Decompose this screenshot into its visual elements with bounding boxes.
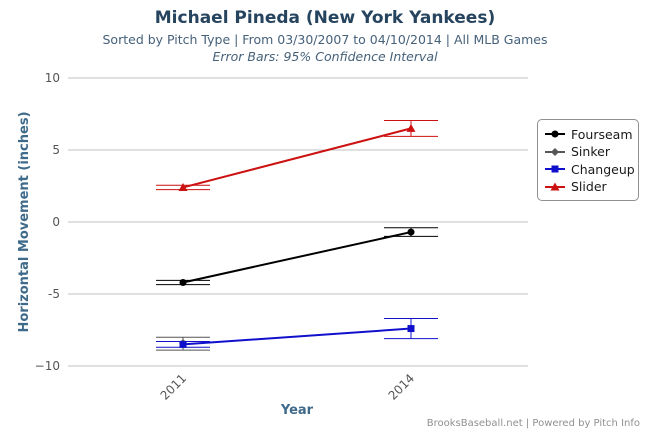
x-tick-label: 2014 (386, 371, 417, 402)
changeup-point (179, 340, 187, 348)
legend-item-slider[interactable]: Slider (544, 179, 607, 195)
slider-legend-symbol (545, 182, 565, 190)
fourseam-point (179, 278, 187, 286)
chart-subtitle: Sorted by Pitch Type | From 03/30/2007 t… (102, 32, 548, 47)
legend-item-changeup[interactable]: Changeup (544, 161, 635, 177)
y-tick-label: 0 (52, 215, 60, 229)
y-tick-label: 5 (52, 143, 60, 157)
slider-point (406, 123, 416, 132)
x-axis-label: Year (280, 403, 314, 418)
chart-title: Michael Pineda (New York Yankees) (154, 8, 496, 28)
changeup-series-line (182, 327, 412, 346)
slider-legend-label: Slider (571, 179, 607, 194)
legend-item-sinker[interactable]: Sinker (544, 144, 610, 160)
fourseam-point (407, 228, 415, 236)
fourseam-series-line (182, 231, 412, 284)
changeup-legend-label: Changeup (571, 161, 635, 177)
changeup-legend-symbol (545, 165, 565, 173)
x-tick-label: 2011 (158, 371, 189, 402)
y-tick-label: 10 (45, 71, 60, 85)
chart-error-bar-note: Error Bars: 95% Confidence Interval (212, 49, 438, 64)
sinker-legend-symbol (545, 147, 565, 156)
slider-point (178, 182, 188, 191)
changeup-point (407, 325, 415, 333)
y-axis-label: Horizontal Movement (inches) (17, 111, 32, 332)
credit-text: BrooksBaseball.net | Powered by Pitch In… (426, 418, 640, 429)
y-tick-label: -5 (48, 287, 60, 301)
fourseam-legend-label: Fourseam (571, 126, 633, 142)
slider-series-line (182, 127, 412, 189)
sinker-legend-label: Sinker (571, 144, 610, 159)
y-tick-label: −10 (35, 359, 60, 373)
legend: Fourseam Sinker Changeup Slider (537, 119, 639, 201)
fourseam-legend-symbol (545, 130, 565, 138)
legend-item-fourseam[interactable]: Fourseam (544, 126, 633, 142)
